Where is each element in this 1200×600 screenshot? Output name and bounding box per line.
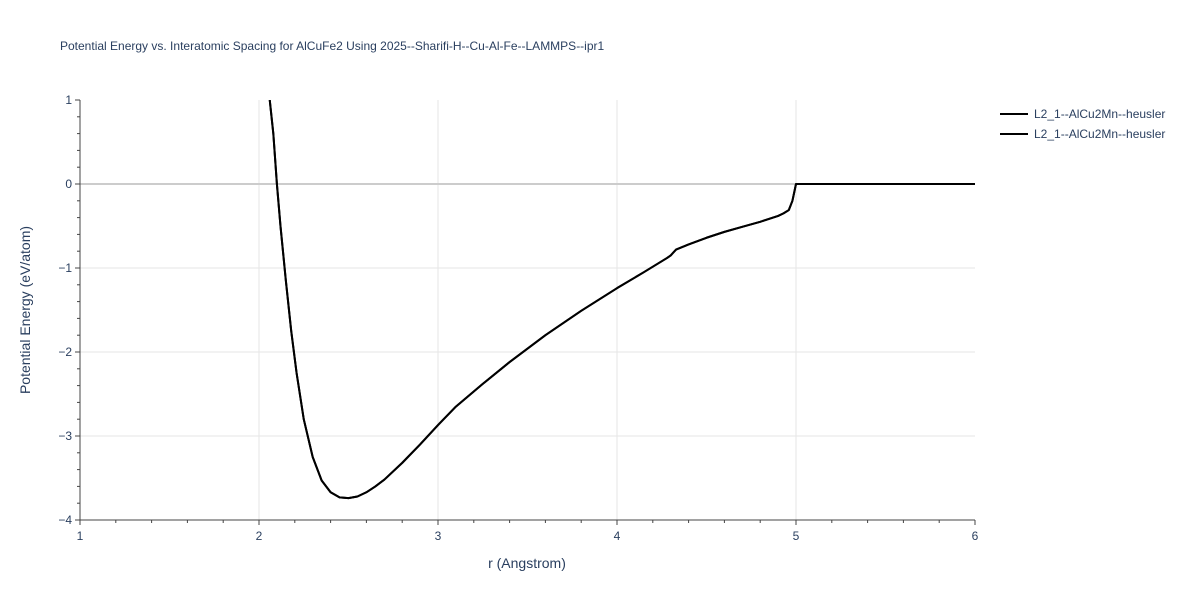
x-tick-label: 5	[793, 529, 800, 543]
y-tick-label: 0	[65, 177, 72, 191]
x-tick-label: 2	[256, 529, 263, 543]
legend-item-1[interactable]: L2_1--AlCu2Mn--heusler	[1000, 107, 1165, 121]
y-tick-label: −4	[58, 513, 72, 527]
legend-label: L2_1--AlCu2Mn--heusler	[1034, 107, 1165, 121]
x-tick-label: 1	[77, 529, 84, 543]
y-tick-label: 1	[65, 93, 72, 107]
y-axis-title: Potential Energy (eV/atom)	[17, 226, 33, 394]
y-tick-label: −1	[58, 261, 72, 275]
x-tick-label: 6	[972, 529, 979, 543]
chart-title: Potential Energy vs. Interatomic Spacing…	[60, 39, 605, 53]
plot-area	[268, 100, 975, 500]
grid	[80, 100, 975, 520]
legend-item-2[interactable]: L2_1--AlCu2Mn--heusler	[1000, 127, 1165, 141]
axes: 1 2 3 4 5 6 1 0 −1 −2 −3 −4	[58, 93, 978, 543]
x-tick-label: 3	[435, 529, 442, 543]
series-line-1	[268, 100, 975, 500]
legend[interactable]: L2_1--AlCu2Mn--heusler L2_1--AlCu2Mn--heu…	[1000, 107, 1165, 141]
y-tick-label: −3	[58, 429, 72, 443]
series-line-2	[268, 100, 975, 500]
x-tick-label: 4	[614, 529, 621, 543]
legend-label: L2_1--AlCu2Mn--heusler	[1034, 127, 1165, 141]
y-tick-label: −2	[58, 345, 72, 359]
x-axis-title: r (Angstrom)	[488, 555, 566, 571]
